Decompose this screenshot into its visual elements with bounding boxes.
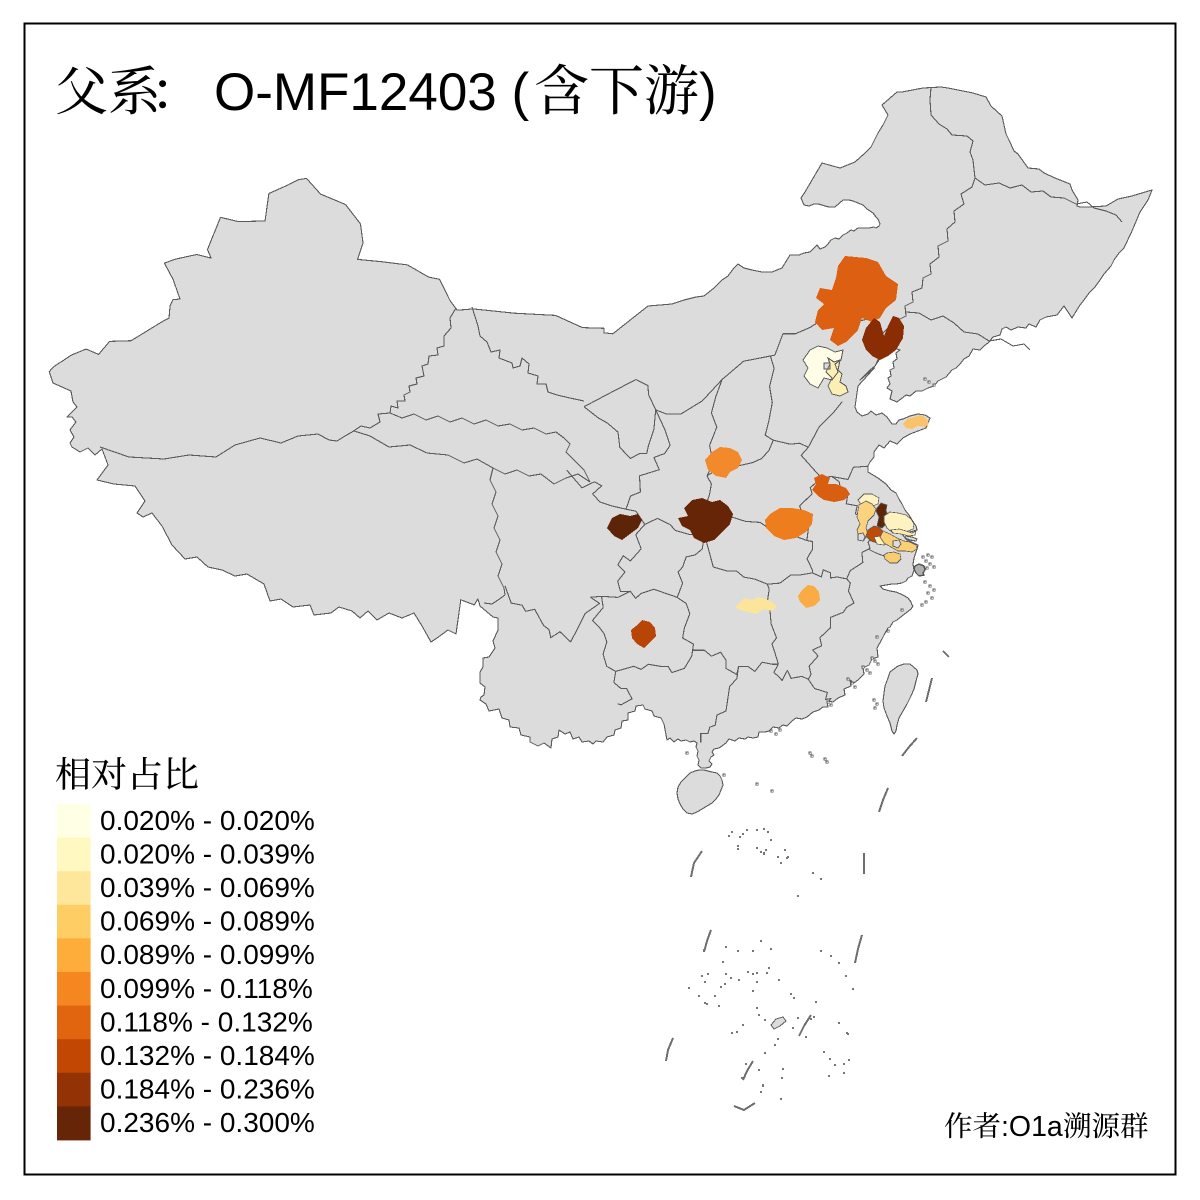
svg-text:0.184% - 0.236%: 0.184% - 0.236%	[100, 1074, 315, 1105]
svg-text:0.099% - 0.118%: 0.099% - 0.118%	[100, 973, 313, 1004]
svg-text:0.039% - 0.069%: 0.039% - 0.069%	[100, 872, 315, 903]
svg-text:0.236% - 0.300%: 0.236% - 0.300%	[100, 1107, 315, 1138]
svg-text:O-MF12403 (: O-MF12403 (	[214, 63, 530, 122]
svg-text:0.020% - 0.039%: 0.020% - 0.039%	[100, 838, 315, 869]
svg-text:0.020% - 0.020%: 0.020% - 0.020%	[100, 805, 315, 836]
svg-text::O1a: :O1a	[1001, 1111, 1063, 1143]
svg-text:0.069% - 0.089%: 0.069% - 0.089%	[100, 906, 315, 937]
svg-text:0.132% - 0.184%: 0.132% - 0.184%	[100, 1040, 315, 1071]
svg-text:0.118% - 0.132%: 0.118% - 0.132%	[100, 1006, 313, 1037]
svg-text:): )	[699, 63, 717, 122]
svg-text:0.089% - 0.099%: 0.089% - 0.099%	[100, 939, 315, 970]
